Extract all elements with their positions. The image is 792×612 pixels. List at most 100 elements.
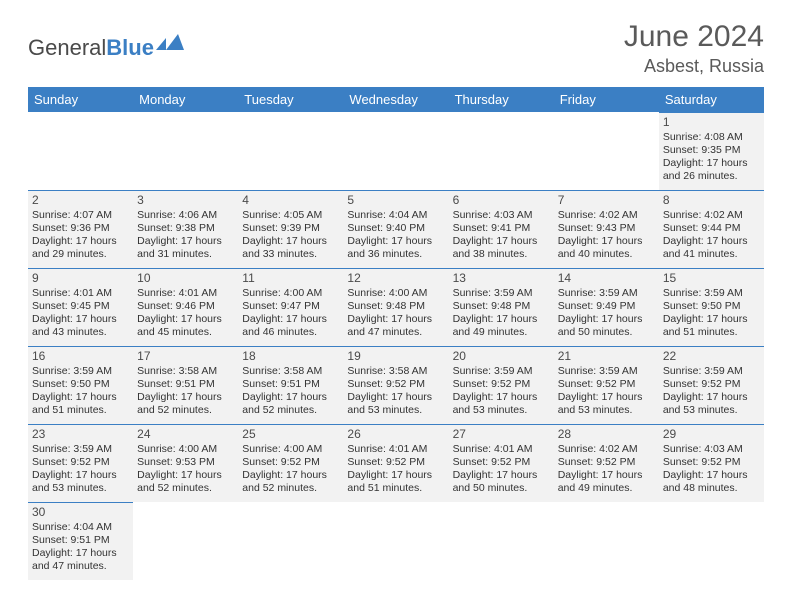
calendar-cell: 25Sunrise: 4:00 AMSunset: 9:52 PMDayligh… (238, 424, 343, 502)
header: GeneralBlue June 2024 Asbest, Russia (28, 20, 764, 77)
sunrise-line: Sunrise: 3:59 AM (663, 287, 760, 300)
logo-icon (156, 30, 184, 56)
calendar-cell (133, 502, 238, 580)
day-number: 29 (663, 427, 760, 442)
day-number: 1 (663, 115, 760, 130)
sunrise-line: Sunrise: 3:59 AM (32, 365, 129, 378)
sunset-line: Sunset: 9:51 PM (242, 378, 339, 391)
sunrise-line: Sunrise: 4:05 AM (242, 209, 339, 222)
day-number: 18 (242, 349, 339, 364)
calendar-cell: 5Sunrise: 4:04 AMSunset: 9:40 PMDaylight… (343, 190, 448, 268)
sunrise-line: Sunrise: 4:01 AM (453, 443, 550, 456)
daylight-line: Daylight: 17 hours and 47 minutes. (32, 547, 129, 573)
daylight-line: Daylight: 17 hours and 36 minutes. (347, 235, 444, 261)
logo-text-2: Blue (106, 35, 154, 61)
calendar-cell: 29Sunrise: 4:03 AMSunset: 9:52 PMDayligh… (659, 424, 764, 502)
weekday-header: Saturday (659, 87, 764, 112)
weekday-header: Wednesday (343, 87, 448, 112)
daylight-line: Daylight: 17 hours and 26 minutes. (663, 157, 760, 183)
day-number: 10 (137, 271, 234, 286)
title-block: June 2024 Asbest, Russia (624, 20, 764, 77)
sunset-line: Sunset: 9:47 PM (242, 300, 339, 313)
calendar-cell: 28Sunrise: 4:02 AMSunset: 9:52 PMDayligh… (554, 424, 659, 502)
daylight-line: Daylight: 17 hours and 50 minutes. (558, 313, 655, 339)
sunset-line: Sunset: 9:52 PM (347, 456, 444, 469)
day-number: 11 (242, 271, 339, 286)
day-number: 24 (137, 427, 234, 442)
calendar-cell: 21Sunrise: 3:59 AMSunset: 9:52 PMDayligh… (554, 346, 659, 424)
sunrise-line: Sunrise: 3:59 AM (453, 365, 550, 378)
calendar-cell: 7Sunrise: 4:02 AMSunset: 9:43 PMDaylight… (554, 190, 659, 268)
day-number: 28 (558, 427, 655, 442)
daylight-line: Daylight: 17 hours and 53 minutes. (32, 469, 129, 495)
calendar-cell: 30Sunrise: 4:04 AMSunset: 9:51 PMDayligh… (28, 502, 133, 580)
sunrise-line: Sunrise: 4:02 AM (558, 209, 655, 222)
day-number: 13 (453, 271, 550, 286)
sunrise-line: Sunrise: 4:00 AM (242, 443, 339, 456)
sunrise-line: Sunrise: 4:02 AM (663, 209, 760, 222)
daylight-line: Daylight: 17 hours and 50 minutes. (453, 469, 550, 495)
daylight-line: Daylight: 17 hours and 45 minutes. (137, 313, 234, 339)
day-number: 26 (347, 427, 444, 442)
calendar-cell (133, 112, 238, 190)
day-number: 17 (137, 349, 234, 364)
sunrise-line: Sunrise: 4:04 AM (32, 521, 129, 534)
day-number: 16 (32, 349, 129, 364)
logo: GeneralBlue (28, 30, 184, 66)
day-number: 2 (32, 193, 129, 208)
sunrise-line: Sunrise: 4:00 AM (137, 443, 234, 456)
day-number: 9 (32, 271, 129, 286)
day-number: 23 (32, 427, 129, 442)
daylight-line: Daylight: 17 hours and 47 minutes. (347, 313, 444, 339)
calendar-cell: 15Sunrise: 3:59 AMSunset: 9:50 PMDayligh… (659, 268, 764, 346)
sunset-line: Sunset: 9:51 PM (32, 534, 129, 547)
sunrise-line: Sunrise: 3:59 AM (558, 365, 655, 378)
calendar-cell (554, 502, 659, 580)
sunset-line: Sunset: 9:50 PM (663, 300, 760, 313)
sunset-line: Sunset: 9:52 PM (558, 378, 655, 391)
calendar-cell: 19Sunrise: 3:58 AMSunset: 9:52 PMDayligh… (343, 346, 448, 424)
weekday-header: Thursday (449, 87, 554, 112)
sunset-line: Sunset: 9:52 PM (663, 378, 760, 391)
sunrise-line: Sunrise: 4:01 AM (137, 287, 234, 300)
calendar-cell (238, 502, 343, 580)
sunrise-line: Sunrise: 4:02 AM (558, 443, 655, 456)
daylight-line: Daylight: 17 hours and 53 minutes. (453, 391, 550, 417)
daylight-line: Daylight: 17 hours and 51 minutes. (663, 313, 760, 339)
daylight-line: Daylight: 17 hours and 53 minutes. (663, 391, 760, 417)
sunrise-line: Sunrise: 4:01 AM (32, 287, 129, 300)
calendar-cell (449, 502, 554, 580)
calendar-cell: 20Sunrise: 3:59 AMSunset: 9:52 PMDayligh… (449, 346, 554, 424)
calendar-cell (659, 502, 764, 580)
sunset-line: Sunset: 9:48 PM (453, 300, 550, 313)
sunrise-line: Sunrise: 3:58 AM (242, 365, 339, 378)
calendar-cell: 8Sunrise: 4:02 AMSunset: 9:44 PMDaylight… (659, 190, 764, 268)
calendar-cell: 10Sunrise: 4:01 AMSunset: 9:46 PMDayligh… (133, 268, 238, 346)
day-number: 5 (347, 193, 444, 208)
calendar-cell (449, 112, 554, 190)
calendar-cell: 3Sunrise: 4:06 AMSunset: 9:38 PMDaylight… (133, 190, 238, 268)
sunset-line: Sunset: 9:40 PM (347, 222, 444, 235)
day-number: 6 (453, 193, 550, 208)
calendar-cell: 27Sunrise: 4:01 AMSunset: 9:52 PMDayligh… (449, 424, 554, 502)
sunset-line: Sunset: 9:35 PM (663, 144, 760, 157)
weekday-header: Sunday (28, 87, 133, 112)
daylight-line: Daylight: 17 hours and 40 minutes. (558, 235, 655, 261)
sunset-line: Sunset: 9:52 PM (558, 456, 655, 469)
daylight-line: Daylight: 17 hours and 49 minutes. (453, 313, 550, 339)
day-number: 25 (242, 427, 339, 442)
sunrise-line: Sunrise: 4:04 AM (347, 209, 444, 222)
calendar-cell: 26Sunrise: 4:01 AMSunset: 9:52 PMDayligh… (343, 424, 448, 502)
day-number: 30 (32, 505, 129, 520)
sunrise-line: Sunrise: 4:03 AM (663, 443, 760, 456)
sunrise-line: Sunrise: 4:00 AM (242, 287, 339, 300)
calendar-cell: 11Sunrise: 4:00 AMSunset: 9:47 PMDayligh… (238, 268, 343, 346)
sunset-line: Sunset: 9:51 PM (137, 378, 234, 391)
sunrise-line: Sunrise: 4:07 AM (32, 209, 129, 222)
day-number: 4 (242, 193, 339, 208)
calendar-cell (343, 112, 448, 190)
daylight-line: Daylight: 17 hours and 52 minutes. (137, 469, 234, 495)
daylight-line: Daylight: 17 hours and 53 minutes. (347, 391, 444, 417)
calendar-cell: 9Sunrise: 4:01 AMSunset: 9:45 PMDaylight… (28, 268, 133, 346)
daylight-line: Daylight: 17 hours and 38 minutes. (453, 235, 550, 261)
